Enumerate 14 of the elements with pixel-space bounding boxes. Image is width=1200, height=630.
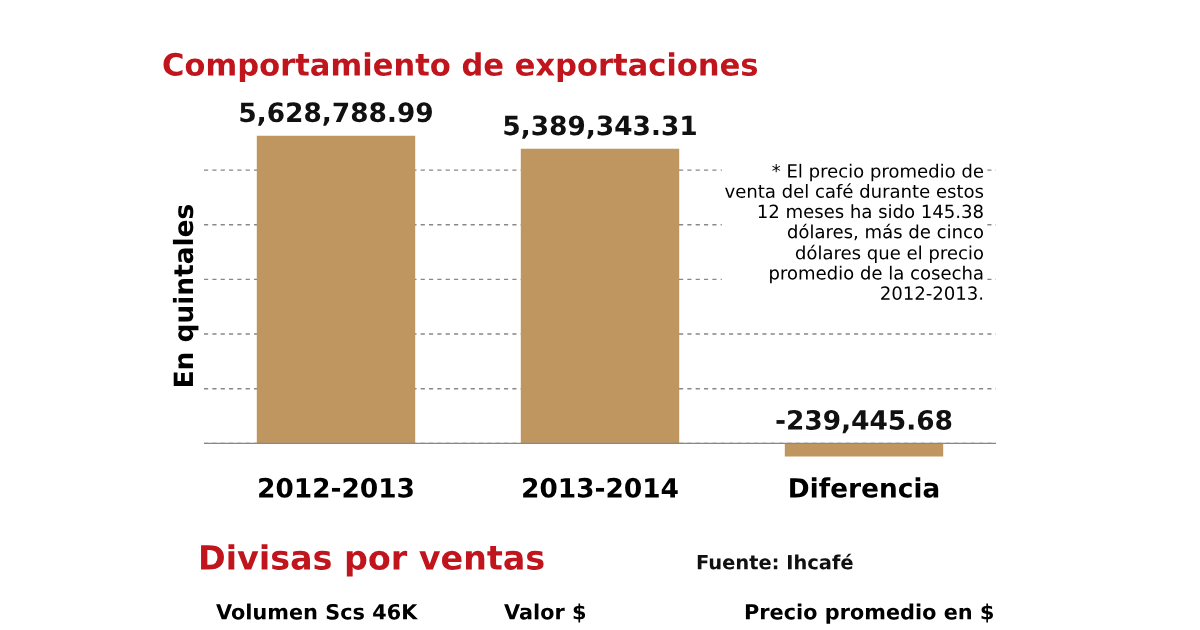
data-label: 5,628,788.99	[240, 102, 432, 126]
source-note: Fuente: Ihcafé	[697, 553, 853, 570]
x-tick-label: 2012-2013	[259, 477, 413, 498]
data-label: -239,445.68	[776, 409, 952, 434]
text: Valor $	[504, 603, 586, 623]
x-tick-label: Diferencia	[790, 477, 939, 498]
data-label: 5,389,343.31	[504, 115, 696, 139]
annotation: * El precio promedio de venta del café durante estos 12 meses ha sido 145.38 dólares, más de cinco dólares que el precio promedio de la cosecha 2012-2013.	[725, 163, 984, 300]
text: Divisas por ventas	[201, 544, 544, 577]
x-tick-label: 2013-2014	[523, 477, 678, 498]
text: Precio promedio en $	[745, 603, 993, 624]
y-axis-title: En quintales	[172, 205, 199, 386]
chart-title: Comportamiento de exportaciones	[163, 52, 758, 82]
text: Volumen Scs 46K	[216, 603, 418, 620]
